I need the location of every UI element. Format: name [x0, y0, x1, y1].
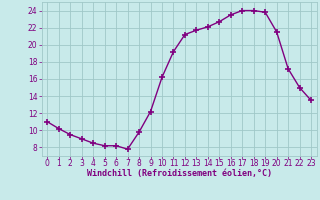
X-axis label: Windchill (Refroidissement éolien,°C): Windchill (Refroidissement éolien,°C)	[87, 169, 272, 178]
